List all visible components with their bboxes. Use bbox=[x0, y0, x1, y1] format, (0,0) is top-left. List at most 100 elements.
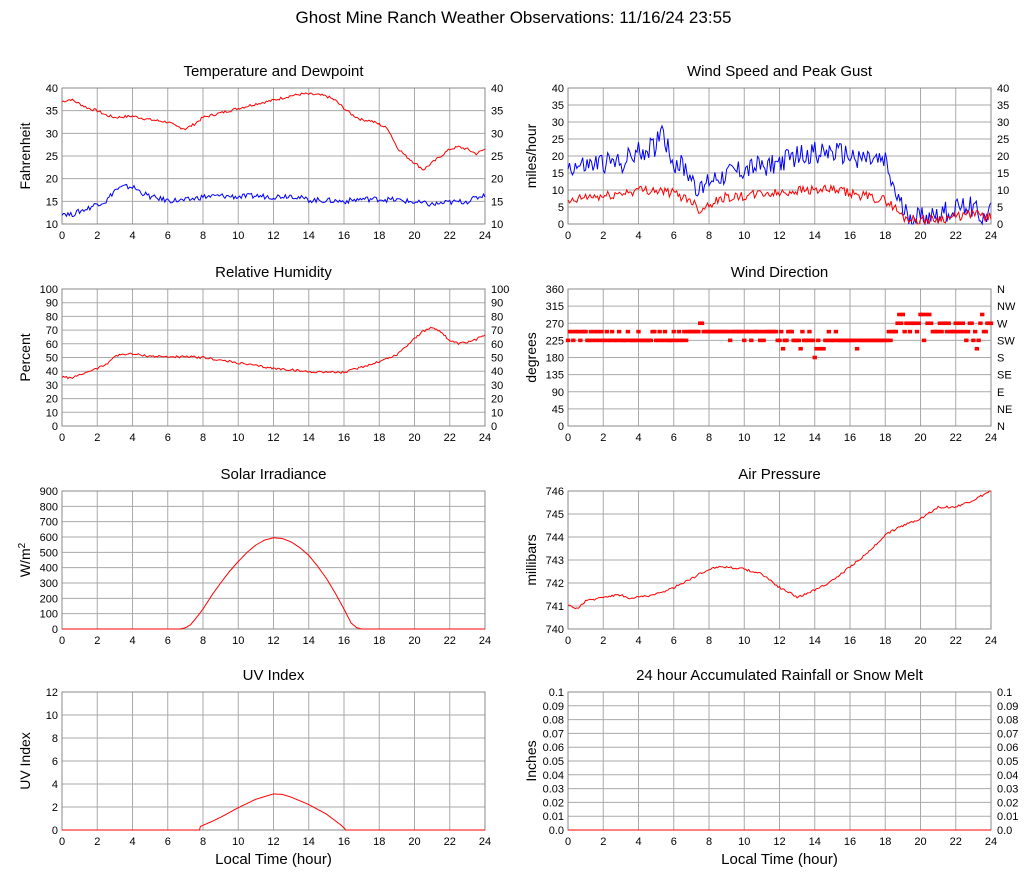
direction-point bbox=[976, 338, 981, 343]
direction-point bbox=[978, 321, 983, 326]
x-tick-label: 4 bbox=[635, 432, 641, 444]
y-tick-label-right: SE bbox=[997, 370, 1012, 382]
y-tick-label: 2 bbox=[52, 802, 58, 814]
x-tick-label: 2 bbox=[94, 432, 100, 444]
y-tick-label-right: NW bbox=[997, 301, 1016, 313]
x-tick-label: 2 bbox=[600, 635, 606, 647]
x-tick-label: 2 bbox=[600, 230, 606, 242]
direction-point bbox=[761, 338, 766, 343]
y-tick-label-right: 30 bbox=[491, 380, 503, 392]
x-tick-label: 2 bbox=[94, 635, 100, 647]
x-tick-label: 14 bbox=[303, 836, 315, 848]
x-tick-label: 18 bbox=[373, 230, 385, 242]
x-tick-label: 10 bbox=[738, 432, 750, 444]
x-tick-label: 14 bbox=[303, 432, 315, 444]
direction-point bbox=[974, 346, 980, 351]
direction-point bbox=[594, 338, 599, 343]
direction-point bbox=[671, 329, 676, 334]
y-tick-label-right: 90 bbox=[491, 298, 503, 310]
direction-point bbox=[727, 338, 733, 343]
direction-point bbox=[602, 338, 608, 343]
y-tick-label: 90 bbox=[552, 387, 564, 399]
direction-point bbox=[749, 338, 754, 343]
direction-point bbox=[662, 329, 668, 334]
x-tick-label: 0 bbox=[565, 635, 571, 647]
x-tick-label: 8 bbox=[200, 432, 206, 444]
direction-point bbox=[616, 329, 622, 334]
y-tick-label: 8 bbox=[52, 733, 58, 745]
x-tick-label: 12 bbox=[267, 836, 279, 848]
direction-point bbox=[920, 312, 925, 317]
x-tick-label: 0 bbox=[59, 836, 65, 848]
y-tick-label-right: 60 bbox=[491, 339, 503, 351]
x-tick-label: 4 bbox=[129, 432, 135, 444]
direction-point bbox=[660, 338, 666, 343]
x-tick-label: 4 bbox=[129, 836, 135, 848]
y-tick-label-right: 0.04 bbox=[997, 770, 1018, 782]
x-tick-label: 8 bbox=[706, 432, 712, 444]
x-tick-label: 18 bbox=[879, 230, 891, 242]
y-tick-label: 25 bbox=[46, 151, 58, 163]
direction-point bbox=[942, 321, 948, 326]
y-tick-label-right: 100 bbox=[491, 284, 509, 296]
direction-point bbox=[905, 321, 911, 326]
direction-point bbox=[789, 329, 795, 334]
y-tick-label-right: E bbox=[997, 387, 1004, 399]
direction-point bbox=[937, 321, 943, 326]
x-tick-label: 10 bbox=[738, 836, 750, 848]
x-tick-label: 0 bbox=[59, 432, 65, 444]
direction-point bbox=[634, 338, 639, 343]
direction-point bbox=[726, 329, 731, 334]
direction-point bbox=[604, 329, 609, 334]
y-tick-label: 6 bbox=[52, 756, 58, 768]
direction-point bbox=[615, 338, 620, 343]
direction-point bbox=[652, 329, 657, 334]
y-tick-label-right: 30 bbox=[491, 128, 503, 140]
x-tick-label: 14 bbox=[303, 230, 315, 242]
direction-point bbox=[597, 338, 602, 343]
y-tick-label: 743 bbox=[546, 555, 564, 567]
x-tick-label: 0 bbox=[565, 836, 571, 848]
plot-frame bbox=[567, 288, 992, 427]
direction-point bbox=[759, 329, 765, 334]
chart-title: Solar Irradiance bbox=[221, 466, 327, 483]
direction-point bbox=[800, 329, 805, 334]
y-tick-label-right: 20 bbox=[491, 394, 503, 406]
direction-point bbox=[757, 338, 763, 343]
y-axis-label-superscript: 2 bbox=[17, 542, 28, 548]
y-axis-label: millibars bbox=[523, 534, 539, 585]
x-tick-label: 16 bbox=[844, 230, 856, 242]
x-tick-label: 20 bbox=[408, 230, 420, 242]
y-tick-label: 35 bbox=[46, 106, 58, 118]
x-tick-label: 4 bbox=[129, 230, 135, 242]
y-tick-label: 0.0 bbox=[549, 825, 564, 837]
direction-point bbox=[608, 338, 613, 343]
y-tick-label: 0 bbox=[52, 421, 58, 433]
x-tick-label: 2 bbox=[600, 432, 606, 444]
direction-point bbox=[988, 321, 994, 326]
y-tick-label-right: 80 bbox=[491, 311, 503, 323]
direction-point bbox=[812, 355, 817, 360]
x-tick-label: 22 bbox=[444, 432, 456, 444]
y-tick-label: 180 bbox=[546, 353, 564, 365]
direction-point bbox=[898, 321, 904, 326]
x-tick-label: 4 bbox=[129, 635, 135, 647]
x-tick-label: 22 bbox=[444, 230, 456, 242]
y-tick-label: 300 bbox=[40, 578, 58, 590]
x-tick-label: 20 bbox=[914, 635, 926, 647]
x-tick-label: 8 bbox=[706, 836, 712, 848]
y-axis-label: W/m2 bbox=[17, 542, 34, 577]
y-tick-label: 5 bbox=[558, 202, 564, 214]
x-tick-label: 12 bbox=[773, 635, 785, 647]
series-line-uv-index bbox=[62, 793, 485, 831]
y-axis-label: Fahrenheit bbox=[17, 122, 33, 189]
x-tick-label: 16 bbox=[844, 432, 856, 444]
y-tick-label-right: 70 bbox=[491, 325, 503, 337]
direction-point bbox=[983, 329, 988, 334]
x-tick-label: 22 bbox=[950, 836, 962, 848]
x-tick-label: 18 bbox=[373, 836, 385, 848]
y-tick-label: 0.03 bbox=[543, 784, 564, 796]
y-tick-label: 0 bbox=[558, 421, 564, 433]
y-tick-label: 10 bbox=[46, 407, 58, 419]
